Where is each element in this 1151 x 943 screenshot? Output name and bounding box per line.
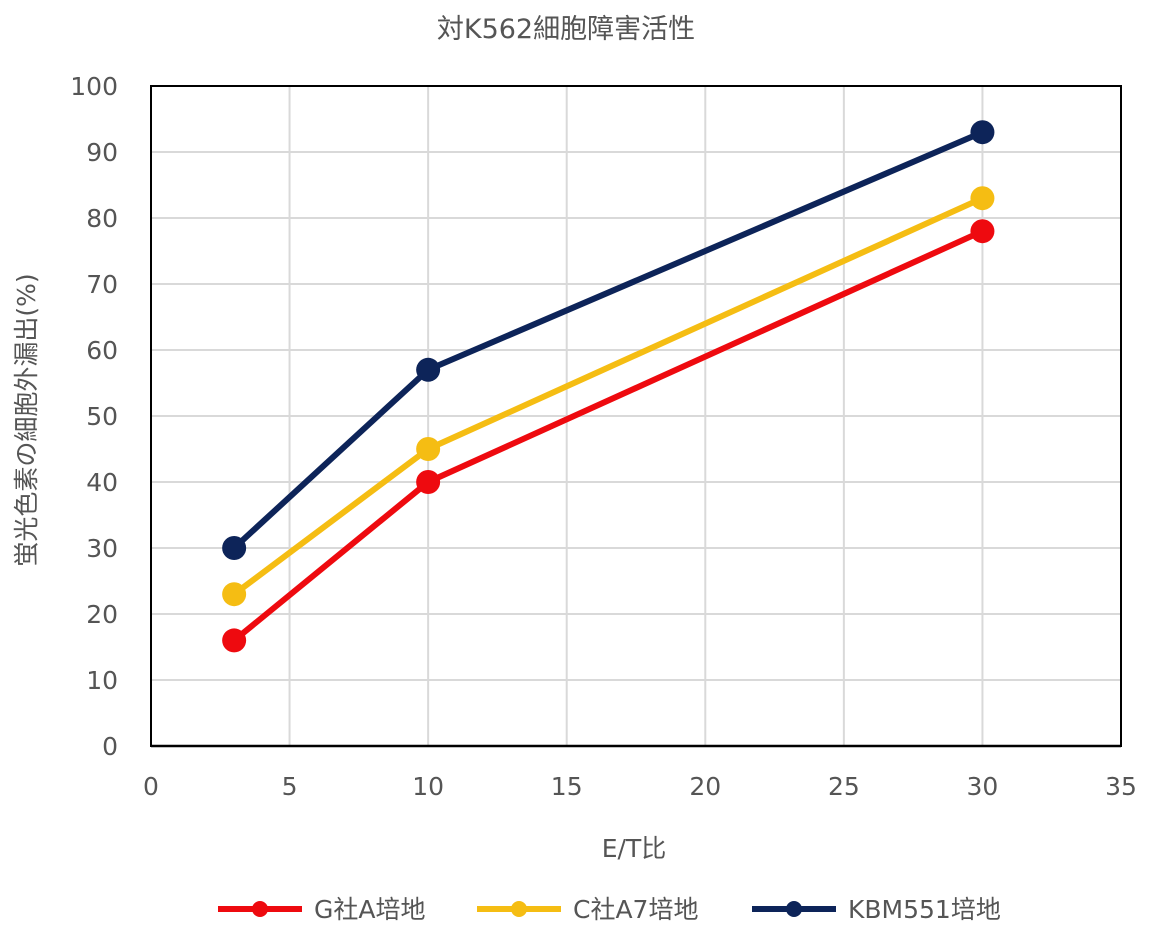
x-tick-label: 10: [412, 772, 444, 801]
x-axis-title: E/T比: [602, 834, 667, 863]
y-tick-label: 100: [70, 72, 118, 101]
y-tick-label: 40: [86, 468, 118, 497]
data-point-series-3: [970, 120, 995, 145]
grid-lines: [151, 85, 1122, 746]
y-tick-label: 30: [86, 534, 118, 563]
legend-label-3: KBM551培地: [848, 895, 1001, 924]
data-point-series-1: [416, 470, 441, 494]
data-point-series-1: [970, 219, 995, 244]
y-tick-label: 50: [86, 402, 118, 431]
legend-marker-2: [511, 901, 527, 917]
series-line-3: [231, 129, 986, 551]
x-tick-label: 5: [282, 772, 298, 801]
y-axis-title: 蛍光色素の細胞外漏出(%): [12, 273, 41, 566]
x-tick-label: 15: [551, 772, 583, 801]
y-tick-label: 10: [86, 666, 118, 695]
chart-title: 対K562細胞障害活性: [437, 14, 695, 45]
legend: G社A培地 C社A7培地 KBM551培地: [218, 895, 1001, 924]
y-tick-label: 70: [86, 270, 118, 299]
y-tick-label: 60: [86, 336, 118, 365]
axes: [150, 85, 1122, 748]
data-point-series-3: [222, 536, 247, 560]
data-point-series-2: [222, 582, 247, 607]
x-tick-label: 0: [143, 772, 159, 801]
legend-label-1: G社A培地: [314, 895, 425, 924]
series-line-2: [231, 195, 986, 598]
y-tick-label: 80: [86, 204, 118, 233]
x-tick-label: 20: [689, 772, 721, 801]
y-tick-label: 90: [86, 138, 118, 167]
legend-label-2: C社A7培地: [573, 895, 698, 924]
y-tick-label: 0: [102, 732, 118, 761]
x-tick-label: 35: [1105, 772, 1137, 801]
legend-marker-3: [786, 901, 802, 917]
x-tick-label: 30: [967, 772, 999, 801]
series-layer: [222, 120, 995, 653]
data-point-series-2: [416, 437, 441, 461]
data-point-series-2: [970, 186, 995, 211]
tick-labels: 0 5 10 15 20 25 30 35 0 10 20 30 40 50 60 70 80 90 100: [70, 72, 1137, 801]
legend-marker-1: [252, 901, 268, 917]
data-point-series-1: [222, 628, 247, 653]
y-tick-label: 20: [86, 600, 118, 629]
data-point-series-3: [416, 357, 441, 382]
x-tick-label: 25: [828, 772, 860, 801]
